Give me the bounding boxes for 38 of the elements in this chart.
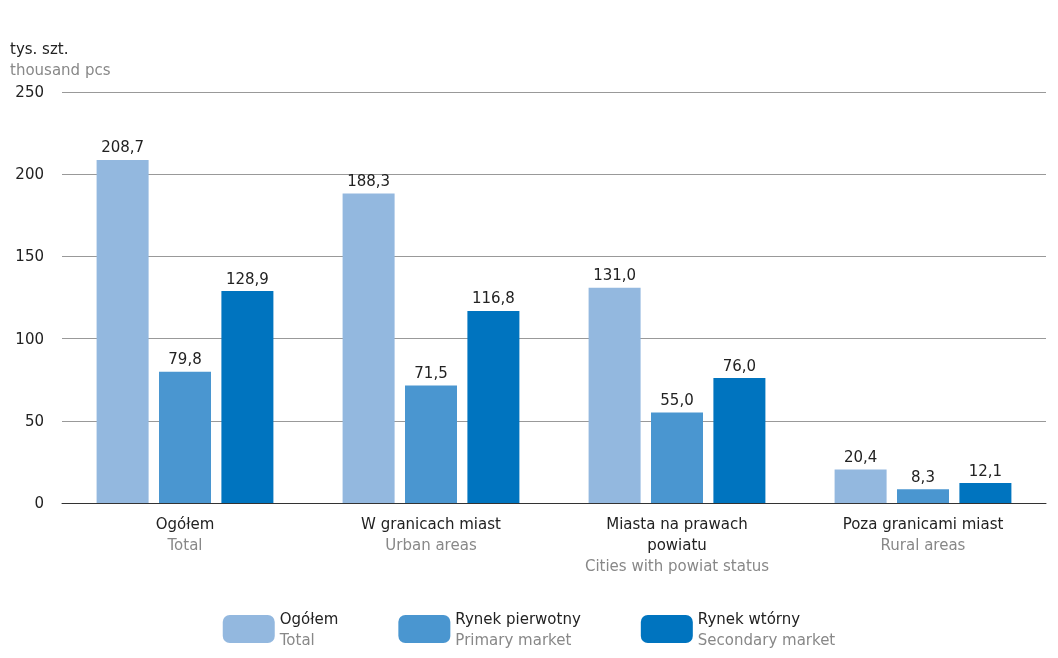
y-tick-label: 0 [34,494,44,512]
bar [588,287,641,503]
data-label: 20,4 [843,447,878,466]
legend-label: Rynek wtórny Secondary market [697,609,836,649]
data-label: 116,8 [471,289,515,308]
legend-label: Rynek pierwotny Primary market [455,609,581,649]
y-tick-label: 250 [15,83,44,101]
y-tick-label: 50 [24,411,44,430]
data-label: 79,8 [168,350,202,369]
bar [159,371,211,503]
x-tick-label: Miasta na prawach powiatu Cities with powiat status [584,514,770,575]
bar [467,310,520,503]
y-tick-label: 200 [15,165,44,184]
legend-label: Ogółem Total [278,609,339,649]
data-label: 188,3 [347,171,391,190]
data-label: 55,0 [660,391,694,410]
bar [221,291,274,503]
x-tick-label: Poza granicami miast Rural areas [842,514,1004,554]
y-tick-label: 150 [15,247,44,266]
bar [897,489,949,503]
y-axis-title: tys. szt. thousand pcs [10,39,111,79]
data-label: 76,0 [722,356,757,375]
bar [405,385,457,503]
data-label: 131,0 [593,266,637,285]
bar [713,378,766,503]
bar [651,412,703,503]
data-label: 12,1 [968,461,1003,480]
bar [342,193,395,503]
x-tick-label: W granicach miast Urban areas [361,514,501,554]
data-label: 71,5 [414,363,448,382]
bar [96,159,149,503]
data-label: 128,9 [225,269,269,288]
bar [959,483,1012,503]
bar [834,469,887,503]
y-tick-label: 100 [15,329,44,348]
x-tick-label: Ogółem Total [155,514,215,554]
data-label: 8,3 [911,467,935,486]
data-label: 208,7 [101,138,145,157]
